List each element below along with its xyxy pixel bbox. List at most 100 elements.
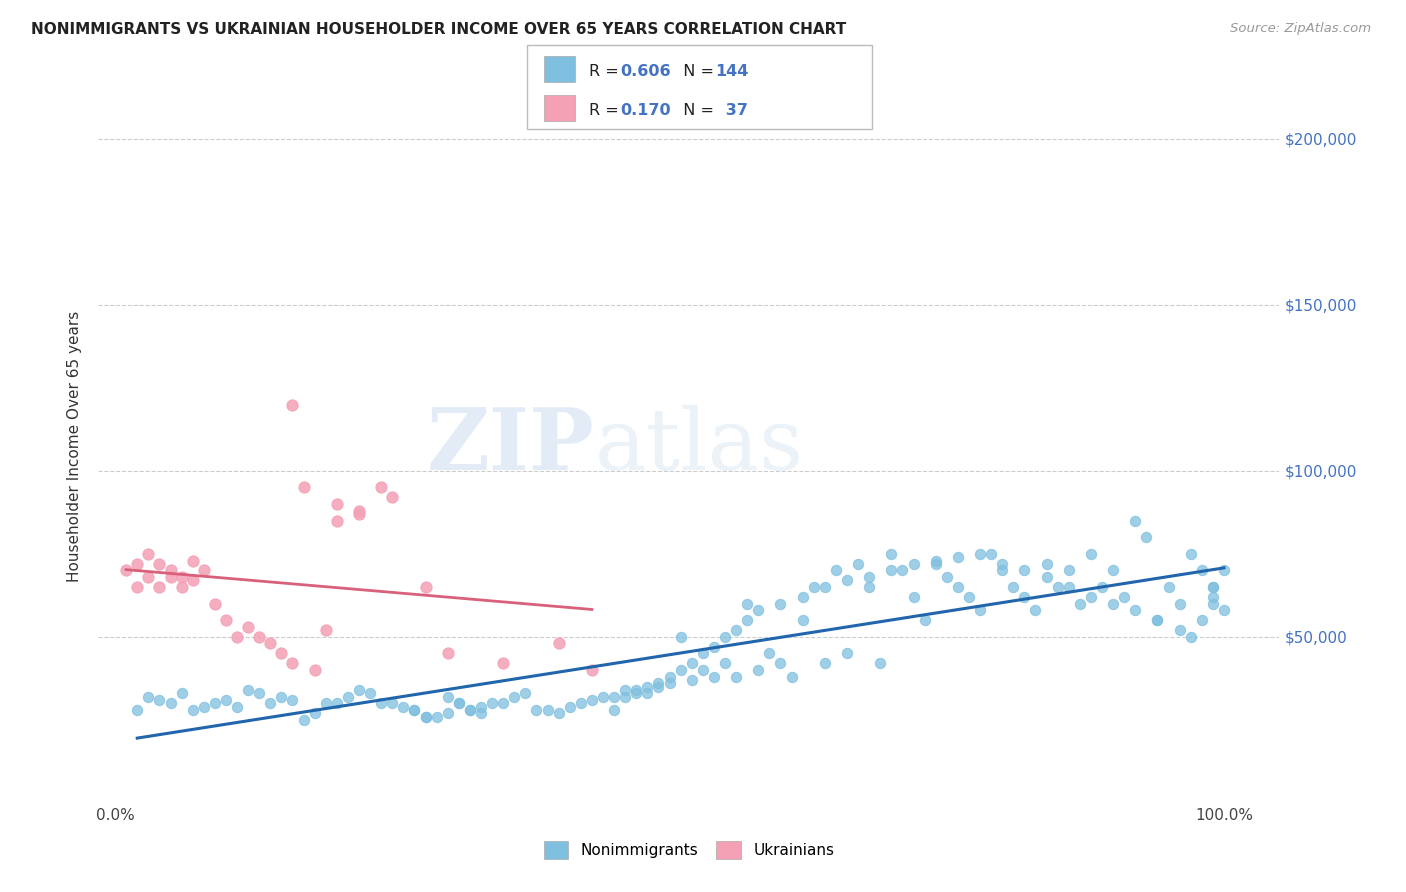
Point: [170, 580, 193, 594]
Point: [558, 699, 581, 714]
Point: [315, 696, 337, 710]
Point: [891, 564, 914, 578]
Point: [957, 590, 980, 604]
Point: [581, 693, 603, 707]
Point: [127, 703, 149, 717]
Point: [769, 657, 792, 671]
Point: [181, 574, 204, 588]
Point: [792, 590, 814, 604]
Point: [647, 680, 669, 694]
Point: [681, 657, 703, 671]
Point: [370, 481, 392, 495]
Point: [1123, 603, 1146, 617]
Point: [658, 676, 681, 690]
Point: [858, 570, 880, 584]
Point: [304, 663, 326, 677]
Point: [592, 690, 614, 704]
Point: [292, 713, 315, 727]
Point: [1213, 564, 1236, 578]
Point: [626, 682, 648, 697]
Point: [181, 703, 204, 717]
Point: [626, 686, 648, 700]
Point: [247, 630, 270, 644]
Point: [814, 657, 837, 671]
Point: [1002, 580, 1025, 594]
Point: [735, 613, 758, 627]
Point: [281, 657, 304, 671]
Point: [481, 696, 503, 710]
Text: NONIMMIGRANTS VS UKRAINIAN HOUSEHOLDER INCOME OVER 65 YEARS CORRELATION CHART: NONIMMIGRANTS VS UKRAINIAN HOUSEHOLDER I…: [31, 22, 846, 37]
Point: [1146, 613, 1168, 627]
Point: [780, 670, 803, 684]
Point: [370, 696, 392, 710]
Point: [692, 663, 714, 677]
Point: [392, 699, 415, 714]
Point: [326, 696, 349, 710]
Point: [725, 624, 748, 638]
Point: [136, 690, 159, 704]
Point: [503, 690, 526, 704]
Point: [436, 690, 458, 704]
Text: ZIP: ZIP: [426, 404, 595, 488]
Point: [1180, 630, 1202, 644]
Point: [458, 703, 481, 717]
Point: [1080, 590, 1102, 604]
Point: [170, 686, 193, 700]
Point: [636, 680, 658, 694]
Point: [869, 657, 891, 671]
Text: 144: 144: [716, 64, 749, 79]
Point: [714, 657, 737, 671]
Point: [703, 640, 725, 654]
Point: [991, 557, 1014, 571]
Point: [835, 647, 858, 661]
Point: [703, 670, 725, 684]
Point: [115, 564, 138, 578]
Point: [914, 613, 936, 627]
Point: [347, 507, 370, 521]
Point: [547, 636, 569, 650]
Point: [792, 613, 814, 627]
Point: [1202, 580, 1225, 594]
Point: [536, 703, 558, 717]
Point: [215, 693, 238, 707]
Point: [492, 657, 515, 671]
Point: [1202, 597, 1225, 611]
Point: [1014, 590, 1036, 604]
Point: [159, 696, 181, 710]
Point: [292, 481, 315, 495]
Point: [692, 647, 714, 661]
Point: [825, 564, 848, 578]
Point: [259, 636, 281, 650]
Point: [636, 686, 658, 700]
Point: [614, 690, 637, 704]
Point: [326, 514, 349, 528]
Point: [447, 696, 470, 710]
Point: [1202, 590, 1225, 604]
Point: [980, 547, 1002, 561]
Point: [603, 690, 626, 704]
Point: [747, 663, 769, 677]
Point: [880, 564, 903, 578]
Point: [669, 663, 692, 677]
Text: N =: N =: [673, 64, 720, 79]
Point: [647, 676, 669, 690]
Point: [470, 699, 492, 714]
Point: [136, 547, 159, 561]
Point: [1168, 624, 1191, 638]
Point: [903, 590, 925, 604]
Point: [281, 693, 304, 707]
Point: [814, 580, 837, 594]
Point: [270, 647, 292, 661]
Point: [1114, 590, 1136, 604]
Point: [148, 693, 170, 707]
Point: [359, 686, 381, 700]
Point: [326, 497, 349, 511]
Point: [1035, 557, 1057, 571]
Text: 0.606: 0.606: [620, 64, 671, 79]
Point: [236, 682, 259, 697]
Point: [903, 557, 925, 571]
Point: [415, 580, 437, 594]
Point: [215, 613, 238, 627]
Point: [204, 597, 226, 611]
Point: [226, 630, 249, 644]
